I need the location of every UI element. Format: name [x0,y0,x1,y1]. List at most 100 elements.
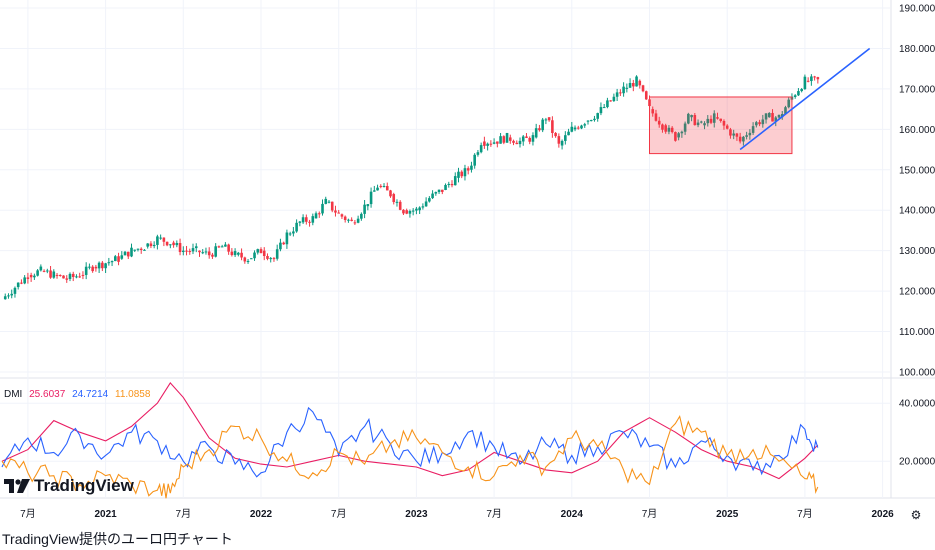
candle-body [379,185,383,187]
candle-body [541,119,544,131]
candle-body [327,201,331,203]
time-tick-label: 7月 [20,508,36,520]
candle-body [437,189,441,193]
candle-body [709,118,713,123]
candle-body [693,115,697,126]
candle-body [470,165,473,170]
candle-body [3,296,7,300]
candle-body [62,275,65,279]
candle-body [249,258,253,260]
candle-body [486,143,489,146]
candle-body [528,137,532,142]
candle-body [674,132,677,141]
candle-body [317,213,321,215]
candle-body [751,126,755,133]
candle-body [421,206,425,208]
candle-body [146,243,149,247]
candle-body [207,251,211,256]
candle-body [405,210,408,214]
candle-body [81,274,85,276]
candle-body [444,184,447,190]
candle-body [722,121,726,126]
candle-body [706,118,710,124]
candle-body [680,131,684,134]
candle-body [321,203,324,214]
candle-body [71,273,75,277]
candle-body [220,246,224,248]
candle-body [774,117,778,122]
candle-body [670,127,674,133]
tradingview-logo[interactable]: TradingView [4,476,134,496]
candle-body [816,77,820,80]
candle-body [101,262,104,269]
candle-body [758,122,761,125]
candle-body [114,256,117,262]
candle-body [311,216,315,223]
candle-body [784,107,787,115]
candle-body [84,266,88,275]
time-tick-label: 2021 [94,509,117,520]
candle-body [272,258,276,260]
candle-body [424,201,428,207]
candle-body [52,271,56,278]
dmi-legend: DMI 25.6037 24.7214 11.0858 [4,389,154,400]
candle-body [547,117,551,121]
price-pane[interactable] [3,74,820,300]
candle-body [586,120,590,122]
candle-body [68,273,72,279]
price-tick-label: 130.000 [899,246,935,257]
candle-body [593,118,596,121]
candle-body [489,143,493,145]
candle-body [771,112,774,122]
candle-body [259,249,263,254]
candle-body [767,112,771,118]
candle-body [557,136,561,144]
candle-body [531,135,535,142]
candle-body [389,190,392,197]
candle-body [687,113,690,124]
candle-body [214,246,217,257]
candle-body [292,231,295,234]
candle-body [641,85,645,92]
candle-body [564,135,567,141]
candle-body [308,221,311,223]
candle-body [360,213,363,219]
candle-body [347,219,350,221]
candle-body [651,109,655,114]
candle-body [677,133,680,138]
tradingview-logo-text: TradingView [34,476,134,495]
candle-body [385,186,389,191]
dmi-line-minus_di [1,414,819,499]
candle-body [237,252,240,255]
candle-body [55,274,59,276]
candle-body [233,251,237,256]
candle-body [596,113,599,119]
candle-body [398,201,402,210]
candle-body [13,287,17,294]
gear-icon[interactable]: ⚙ [910,508,922,522]
candle-body [428,198,431,202]
dmi-legend-adx: 25.6037 [29,389,66,400]
candle-body [256,249,260,253]
candle-body [625,87,629,89]
candle-body [94,266,98,269]
candle-body [615,92,619,97]
candle-body [20,282,23,284]
candle-body [518,140,522,145]
candle-body [745,135,748,137]
candle-body [334,210,337,213]
candle-body [457,171,460,178]
time-tick-label: 2023 [405,509,428,520]
dmi-pane[interactable] [1,381,819,499]
candle-body [803,76,807,90]
candle-body [204,251,208,253]
candle-body [107,262,111,264]
candle-body [431,193,434,199]
dmi-line-adx [1,381,819,480]
candle-body [104,263,107,269]
candle-body [58,275,62,277]
candle-body [450,183,454,186]
time-tick-label: 2024 [561,509,584,520]
time-tick-label: 7月 [176,508,192,520]
